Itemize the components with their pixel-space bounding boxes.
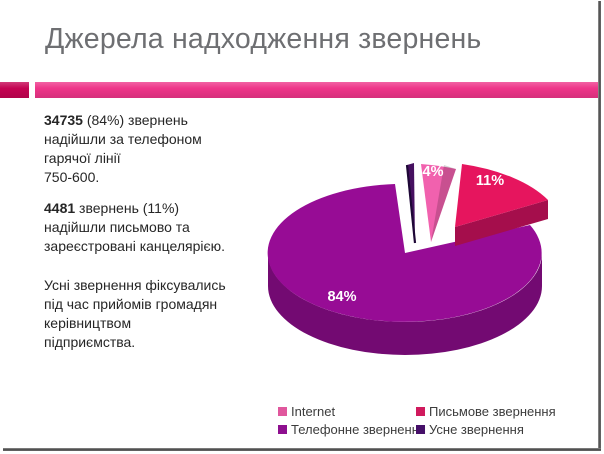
paragraph: 34735 (84%) звернень надійшли за телефоно… (44, 111, 256, 187)
pie-label-telefonne: 84% (327, 289, 356, 305)
stat-text: підприємства. (44, 334, 136, 350)
stat-number: 34735 (44, 112, 83, 128)
stat-text: звернень (11%) (75, 200, 180, 216)
legend-swatch (278, 425, 287, 434)
frame-shadow-right (598, 1, 601, 451)
pie-label-pysmove: 11% (476, 173, 504, 189)
legend-swatch (416, 407, 425, 416)
slice-telefonne-side (268, 253, 542, 355)
stat-text: надійшли письмово та (44, 219, 190, 235)
stat-text: під час прийомів громадян (44, 296, 218, 312)
slice-pysmove-side (455, 200, 548, 246)
slice-usne-edge (405, 164, 417, 244)
stat-number: 4481 (44, 200, 76, 216)
paragraph: 4481 звернень (11%) надійшли письмово та з… (44, 199, 256, 256)
legend-label: Телефонне звернення (291, 422, 426, 437)
slice-internet-shade (431, 165, 456, 242)
legend-item: Письмове звернення (416, 404, 556, 419)
legend-label: Письмове звернення (429, 404, 556, 419)
stat-text: 750-600. (44, 169, 100, 185)
body-text: 34735 (84%) звернень надійшли за телефоно… (44, 111, 256, 364)
divider-accent-pink (35, 82, 598, 98)
legend-item: Телефонне звернення (278, 422, 426, 437)
legend-item: Усне звернення (416, 422, 556, 437)
legend-item: Internet (278, 404, 416, 419)
legend-label: Усне звернення (429, 422, 524, 437)
chart-legend: Internet Письмове звернення Телефонне звер… (278, 404, 556, 437)
legend-swatch (416, 425, 425, 434)
stat-text: надійшли за телефоном (44, 131, 202, 147)
slice-telefonne-top (267, 184, 542, 322)
frame-shadow-bottom (3, 448, 601, 451)
stat-text: Усні звернення фіксувались (44, 277, 226, 293)
slice-internet-top (421, 164, 456, 242)
stat-text: (84%) звернень (82, 112, 188, 128)
stat-text: керівництвом (44, 315, 132, 331)
legend-swatch (278, 407, 287, 416)
stat-text: зареєстровані канцелярією. (44, 238, 226, 254)
paragraph: Усні звернення фіксувались під час прийом… (44, 276, 256, 352)
slide-title: Джерела надходження звернень (45, 23, 482, 55)
legend-label: Internet (291, 404, 336, 419)
pie-label-internet: 4% (423, 164, 444, 180)
stat-text: гарячої лінії (44, 150, 121, 166)
slice-pysmove-top (455, 164, 548, 227)
divider-accent-dark (0, 82, 29, 98)
